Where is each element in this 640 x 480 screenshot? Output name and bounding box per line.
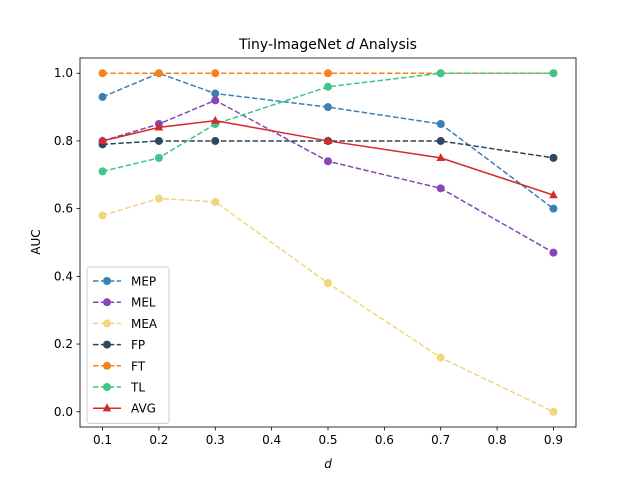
data-point-mea-0.7 <box>436 353 445 362</box>
data-point-mea-0.1 <box>98 211 107 220</box>
data-point-avg-0.3 <box>210 115 220 124</box>
data-point-avg-0.2 <box>154 122 164 131</box>
legend-label-ft: FT <box>131 359 146 373</box>
axes: 0.1 0.2 0.3 0.4 0.5 0.6 0.7 0.8 0.9 0.0 0.2 0.4 0.6 0… <box>54 57 577 447</box>
data-point-fp-0.9 <box>549 153 558 162</box>
data-point-fp-0.2 <box>154 136 163 145</box>
data-point-mep-0.1 <box>98 92 107 101</box>
legend-marker-avg <box>102 403 112 412</box>
series-tl <box>98 69 558 176</box>
legend-entry-mep: MEP <box>93 275 156 289</box>
series-line-mea <box>102 197 554 413</box>
legend-entry-mea: MEA <box>93 317 158 331</box>
y-tick-label: 1.0 <box>54 66 73 80</box>
data-point-tl-0.1 <box>98 167 107 176</box>
data-point-mep-0.3 <box>211 89 220 98</box>
data-point-ft-0.3 <box>211 69 220 78</box>
data-point-mel-0.3 <box>211 96 220 105</box>
data-point-mep-0.7 <box>436 120 445 129</box>
data-point-avg-0.9 <box>549 190 558 199</box>
series-line-tl <box>102 72 554 173</box>
series-mep <box>98 69 558 213</box>
data-point-fp-0.7 <box>436 136 445 145</box>
y-tick-label: 0.2 <box>54 337 73 351</box>
data-point-ft-0.5 <box>324 69 332 78</box>
x-tick-label: 0.8 <box>488 433 507 447</box>
series-mea <box>98 194 558 416</box>
y-tick-label: 0.6 <box>54 202 73 216</box>
chart-title: Tiny-ImageNet d Analysis <box>238 37 417 53</box>
x-axis-label: d <box>324 457 332 471</box>
legend-entry-ft: FT <box>93 359 146 373</box>
x-tick-label: 0.3 <box>206 433 225 447</box>
y-axis-label: AUC <box>29 229 43 254</box>
series-line-avg <box>102 119 554 196</box>
data-point-avg-0.5 <box>323 136 333 145</box>
legend-entry-mel: MEL <box>93 296 156 310</box>
x-tick-label: 0.4 <box>262 433 281 447</box>
legend-marker-ft <box>103 361 111 370</box>
legend-label-mep: MEP <box>131 275 156 289</box>
x-tick-label: 0.7 <box>431 433 450 447</box>
legend-label-avg: AVG <box>131 402 156 416</box>
data-point-mea-0.5 <box>324 279 332 288</box>
data-point-avg-0.7 <box>436 153 446 161</box>
x-tick-label: 0.1 <box>93 433 112 447</box>
legend-label-fp: FP <box>131 338 145 352</box>
legend-entry-tl: TL <box>93 381 145 395</box>
data-point-mel-0.7 <box>436 184 445 193</box>
data-point-mea-0.2 <box>154 194 163 203</box>
legend-marker-mea <box>103 319 111 328</box>
x-tick-label: 0.6 <box>375 433 394 447</box>
data-point-avg-0.1 <box>98 136 107 145</box>
legend-label-mel: MEL <box>131 296 156 310</box>
series-avg <box>98 115 558 199</box>
plot-area <box>98 69 558 416</box>
data-point-tl-0.7 <box>436 69 445 78</box>
data-point-ft-0.2 <box>154 69 163 78</box>
data-point-mel-0.9 <box>549 248 558 257</box>
y-tick-label: 0.8 <box>54 134 73 148</box>
x-tick-label: 0.2 <box>149 433 168 447</box>
data-point-mel-0.5 <box>324 157 332 166</box>
y-tick-label: 0.0 <box>54 405 73 419</box>
legend-marker-fp <box>103 340 111 349</box>
data-point-ft-0.1 <box>98 69 107 78</box>
series-line-fp <box>102 140 554 159</box>
data-point-mep-0.5 <box>324 103 332 112</box>
legend-marker-tl <box>103 383 111 391</box>
x-tick-label: 0.5 <box>318 433 337 447</box>
legend-marker-mep <box>103 277 111 285</box>
legend-entry-fp: FP <box>93 338 145 352</box>
legend-label-tl: TL <box>130 381 145 395</box>
data-point-mea-0.9 <box>549 407 558 416</box>
data-point-mep-0.9 <box>549 204 558 213</box>
legend-box <box>86 266 170 424</box>
series-line-mep <box>102 72 554 210</box>
legend-label-mea: MEA <box>131 317 158 331</box>
legend-marker-mel <box>103 298 111 307</box>
data-point-fp-0.3 <box>211 136 220 145</box>
legend-entry-avg: AVG <box>93 402 156 416</box>
data-point-tl-0.2 <box>154 153 163 162</box>
data-point-tl-0.5 <box>324 82 332 91</box>
data-point-mea-0.3 <box>211 197 220 206</box>
y-tick-label: 0.4 <box>54 269 73 283</box>
x-tick-label: 0.9 <box>544 433 563 447</box>
data-point-tl-0.9 <box>549 69 558 78</box>
legend: MEP MEL MEA FP FT TL AVG <box>86 266 170 424</box>
